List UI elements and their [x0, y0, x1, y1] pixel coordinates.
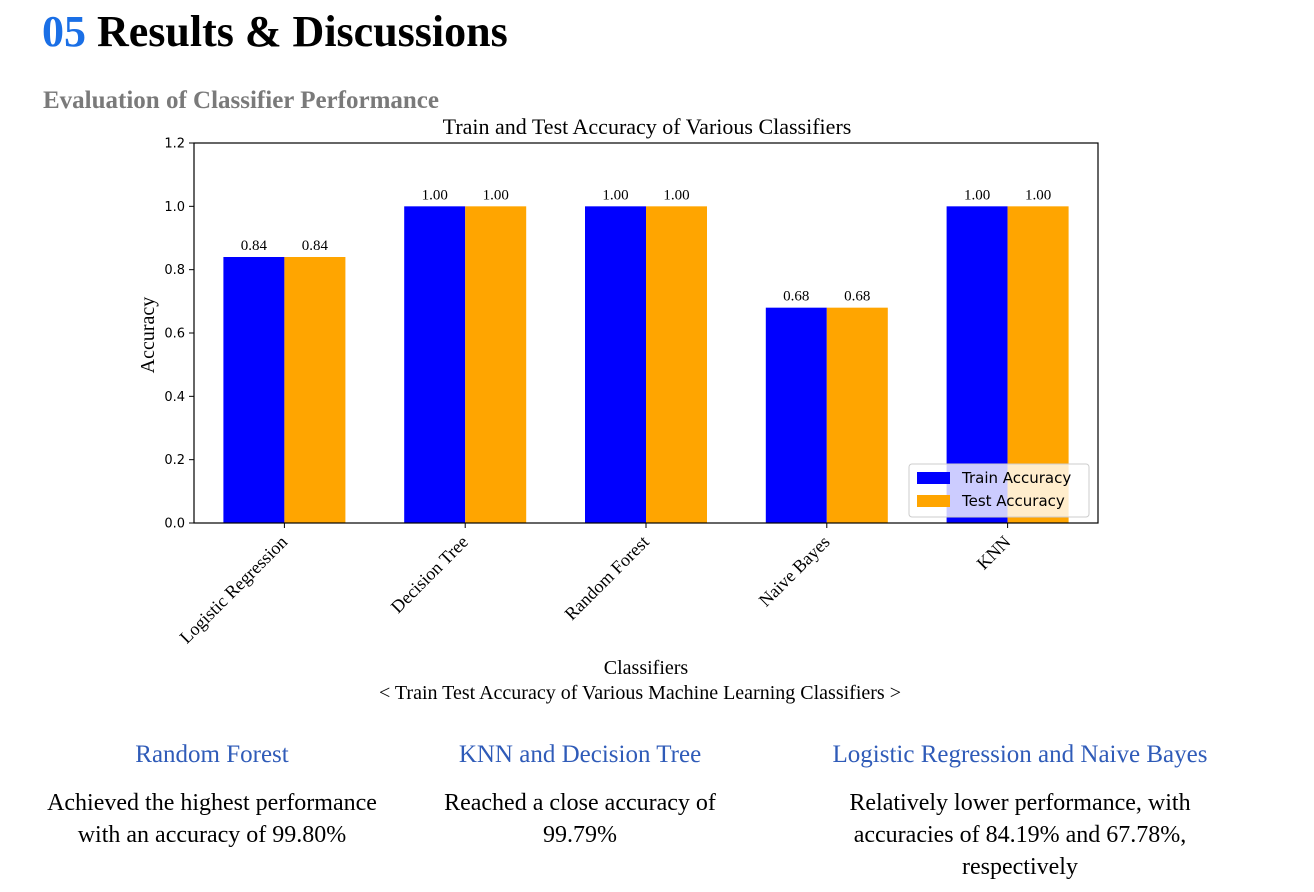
finding-knn-decision-tree: KNN and Decision Tree Reached a close ac… — [405, 737, 755, 851]
bar-value-label: 1.00 — [483, 187, 509, 203]
legend-label: Test Accuracy — [961, 492, 1065, 510]
section-subtitle: Evaluation of Classifier Performance — [43, 87, 439, 114]
finding-heading: KNN and Decision Tree — [458, 741, 702, 768]
x-axis-label: Classifiers — [604, 657, 689, 679]
bar-test — [284, 257, 346, 523]
bar-value-label: 1.00 — [964, 187, 990, 203]
y-tick-label: 0.2 — [164, 453, 185, 468]
bar-value-label: 0.84 — [241, 238, 268, 254]
plot-area: 0.841.00 1.000.681.000.841.00 1.000.681.00… — [164, 137, 1099, 648]
bar-test — [465, 206, 527, 524]
bar-train — [585, 206, 646, 524]
page-title: 05 Results & Discussions — [42, 4, 508, 60]
y-tick-label: 1.0 — [164, 200, 185, 215]
bar-train — [765, 307, 827, 523]
bar-train — [404, 206, 466, 524]
y-axis-label: Accuracy — [137, 297, 159, 374]
bar-test — [646, 206, 707, 524]
x-tick-label: Naive Bayes — [755, 532, 834, 611]
section-number: 05 — [42, 7, 86, 56]
bar-value-label: 1.00 — [602, 187, 628, 203]
bar-value-label: 0.68 — [783, 289, 809, 305]
chart-title: Train and Test Accuracy of Various Class… — [443, 114, 852, 139]
bar-value-label: 0.68 — [844, 289, 870, 305]
finding-random-forest: Random Forest Achieved the highest perfo… — [42, 737, 382, 851]
x-tick-label: Random Forest — [561, 532, 653, 624]
legend-label: Train Accuracy — [961, 469, 1071, 487]
finding-heading: Logistic Regression and Naive Bayes — [832, 741, 1208, 768]
bar-value-label: 1.00 — [663, 187, 689, 203]
finding-logistic-naive-bayes: Logistic Regression and Naive Bayes Rela… — [800, 737, 1240, 883]
y-tick-label: 1.2 — [164, 137, 185, 152]
bar-value-label: 1.00 — [1025, 187, 1051, 203]
accuracy-bar-chart: Train and Test Accuracy of Various Class… — [137, 114, 1099, 679]
finding-text: Achieved the highest performance with an… — [47, 790, 377, 848]
bar-test — [826, 307, 888, 523]
x-tick-label: Decision Tree — [387, 532, 472, 617]
bar-value-label: 1.00 — [422, 187, 448, 203]
x-tick-label: Logistic Regression — [176, 532, 292, 648]
section-title: Results & Discussions — [97, 7, 508, 56]
y-tick-label: 0.8 — [164, 263, 185, 278]
finding-text: Relatively lower performance, with accur… — [849, 790, 1191, 880]
legend-swatch — [917, 472, 950, 484]
y-tick-label: 0.6 — [164, 327, 185, 342]
chart-legend — [908, 463, 1090, 518]
legend-swatch — [917, 495, 950, 507]
x-tick-label: KNN — [973, 532, 1015, 574]
bar-value-label: 0.84 — [302, 238, 329, 254]
finding-heading: Random Forest — [135, 741, 289, 768]
bar-train — [223, 257, 285, 523]
figure-caption: < Train Test Accuracy of Various Machine… — [379, 682, 901, 704]
y-tick-label: 0.0 — [164, 517, 185, 532]
finding-text: Reached a close accuracy of 99.79% — [444, 790, 716, 848]
y-tick-label: 0.4 — [164, 390, 185, 405]
